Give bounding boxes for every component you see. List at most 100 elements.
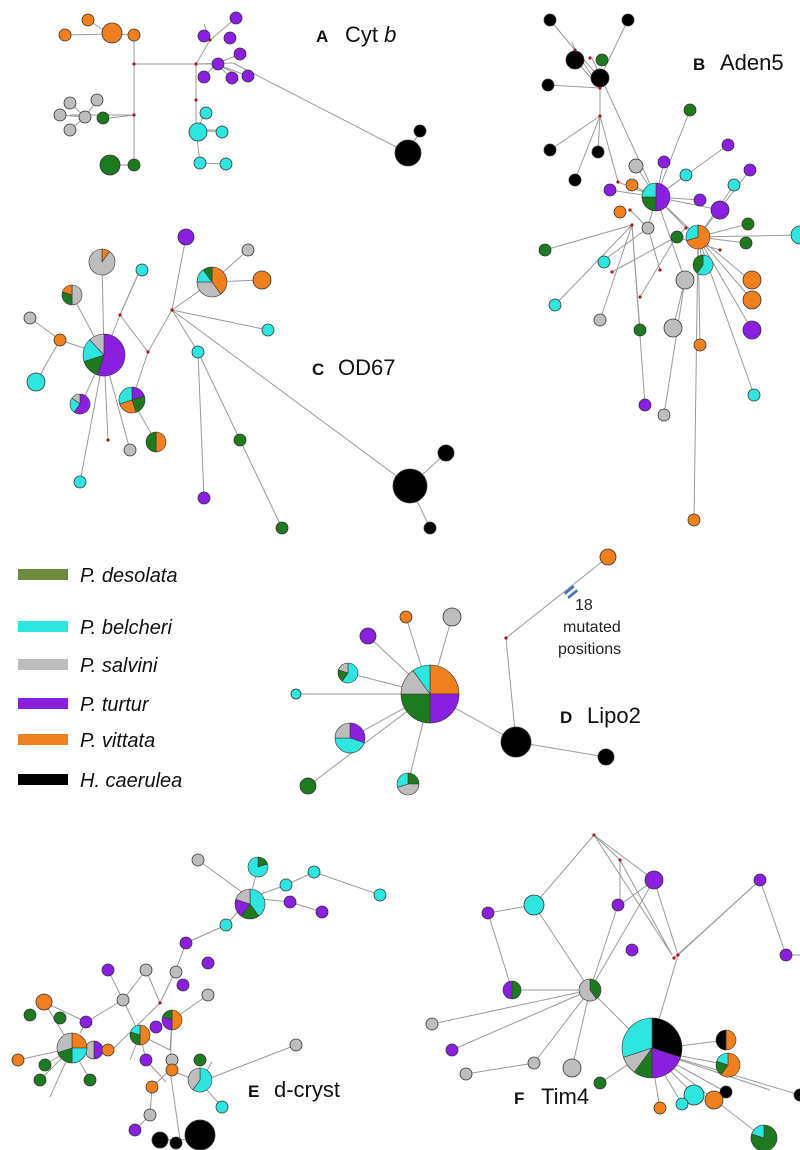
haplotype-pie-node bbox=[69, 393, 91, 415]
haplotype-node-vittata bbox=[625, 178, 639, 192]
network-edge bbox=[487, 912, 513, 991]
panel-gene-e: d-cryst bbox=[274, 1077, 340, 1102]
network-edge bbox=[171, 309, 411, 487]
network-edge bbox=[611, 236, 677, 273]
pie-slice-salvini bbox=[71, 284, 83, 306]
haplotype-node-turtur bbox=[359, 627, 377, 645]
haplotype-node-turtur bbox=[644, 870, 664, 890]
panel-letter-c: C bbox=[312, 360, 324, 379]
haplotype-node-salvini bbox=[562, 1058, 582, 1078]
haplotype-node-desolata bbox=[670, 230, 684, 244]
median-vector bbox=[504, 636, 508, 640]
pie-slice-belcheri bbox=[396, 772, 409, 788]
haplotype-node-vittata bbox=[704, 1090, 724, 1110]
median-vector bbox=[132, 113, 136, 117]
network-edge bbox=[197, 351, 205, 499]
pie-slice-turtur bbox=[429, 693, 460, 724]
haplotype-node-salvini bbox=[53, 108, 67, 122]
network-edge bbox=[147, 309, 173, 353]
haplotype-node-caerulea bbox=[543, 13, 557, 27]
haplotype-node-turtur bbox=[101, 963, 115, 977]
haplotype-node-turtur bbox=[445, 1043, 459, 1057]
pie-slice-desolata bbox=[511, 980, 522, 1000]
haplotype-pie-node bbox=[621, 1017, 683, 1079]
haplotype-node-belcheri bbox=[193, 156, 207, 170]
legend-item-salvini: P. salvini bbox=[18, 655, 158, 677]
haplotype-node-desolata bbox=[739, 236, 753, 250]
median-vector bbox=[118, 313, 122, 317]
haplotype-node-desolata bbox=[33, 1073, 47, 1087]
network-edge bbox=[239, 439, 283, 529]
network-edge bbox=[673, 879, 761, 959]
haplotype-node-belcheri bbox=[191, 345, 205, 359]
haplotype-node-turtur bbox=[721, 138, 735, 152]
median-vector bbox=[194, 62, 198, 66]
pie-slice-turtur bbox=[349, 722, 366, 744]
network-edge bbox=[465, 1062, 535, 1075]
legend-item-desolata: P. desolata bbox=[18, 565, 178, 587]
haplotype-node-salvini bbox=[675, 270, 695, 290]
haplotype-node-vittata bbox=[58, 28, 72, 42]
haplotype-node-desolata bbox=[53, 1011, 67, 1025]
network-edge bbox=[639, 236, 677, 298]
haplotype-node-turtur bbox=[283, 895, 297, 909]
legend-swatch-turtur bbox=[18, 698, 68, 709]
haplotype-node-salvini bbox=[116, 993, 130, 1007]
haplotype-node-belcheri bbox=[747, 388, 761, 402]
median-vector bbox=[628, 208, 632, 212]
haplotype-node-caerulea bbox=[500, 726, 532, 758]
mutation-note: 18 mutated positions bbox=[558, 585, 621, 658]
panel-letter-e: E bbox=[248, 1082, 259, 1101]
haplotype-node-turtur bbox=[139, 1053, 153, 1067]
haplotype-node-turtur bbox=[603, 183, 617, 197]
haplotype-node-caerulea bbox=[437, 444, 455, 462]
haplotype-pie-node bbox=[247, 856, 269, 878]
pie-slice-belcheri bbox=[249, 888, 266, 917]
haplotype-node-belcheri bbox=[727, 178, 741, 192]
haplotype-node-vittata bbox=[742, 270, 762, 290]
haplotype-node-desolata bbox=[96, 111, 110, 125]
haplotype-node-belcheri bbox=[135, 263, 149, 277]
haplotype-node-belcheri bbox=[279, 878, 293, 892]
haplotype-node-turtur bbox=[211, 57, 225, 71]
median-vector bbox=[638, 295, 642, 299]
pie-slice-belcheri bbox=[696, 254, 714, 276]
pie-slice-belcheri bbox=[751, 1124, 765, 1139]
haplotype-node-caerulea bbox=[568, 173, 582, 187]
legend-label-desolata: P. desolata bbox=[80, 565, 178, 587]
pie-slice-salvini bbox=[334, 722, 351, 739]
network-edge bbox=[119, 314, 149, 353]
panel-letter-f: F bbox=[514, 1089, 524, 1108]
legend-item-vittata: P. vittata bbox=[18, 730, 155, 752]
haplotype-node-turtur bbox=[693, 193, 707, 207]
haplotype-node-vittata bbox=[81, 13, 95, 27]
network-edge bbox=[171, 236, 187, 311]
legend-label-salvini: P. salvini bbox=[80, 655, 158, 677]
haplotype-node-belcheri bbox=[26, 372, 46, 392]
haplotype-node-salvini bbox=[78, 110, 92, 124]
haplotype-node-desolata bbox=[741, 217, 755, 231]
haplotype-pie-node bbox=[578, 978, 602, 1002]
pie-slice-desolata bbox=[589, 978, 602, 1000]
haplotype-pie-node bbox=[337, 662, 359, 684]
haplotype-node-salvini bbox=[63, 96, 77, 110]
pie-slice-belcheri bbox=[192, 1067, 213, 1093]
haplotype-node-salvini bbox=[191, 853, 205, 867]
haplotype-node-turtur bbox=[149, 1020, 163, 1034]
mutation-note-word2: positions bbox=[558, 641, 621, 658]
network-edge bbox=[544, 224, 633, 251]
haplotype-node-turtur bbox=[779, 948, 793, 962]
pie-slice-turtur bbox=[502, 980, 513, 1000]
pie-slice-vittata bbox=[720, 1052, 741, 1078]
panel-gene-b: Aden5 bbox=[720, 50, 784, 75]
pie-slice-belcheri bbox=[621, 1017, 653, 1058]
haplotype-node-belcheri bbox=[373, 888, 387, 902]
haplotype-node-salvini bbox=[123, 443, 137, 457]
haplotype-pie-node bbox=[196, 266, 228, 298]
network-edge bbox=[593, 834, 621, 861]
haplotype-node-turtur bbox=[241, 69, 255, 83]
network-edge bbox=[169, 1069, 181, 1141]
legend-swatch-vittata bbox=[18, 734, 68, 745]
haplotype-node-belcheri bbox=[683, 1084, 705, 1106]
